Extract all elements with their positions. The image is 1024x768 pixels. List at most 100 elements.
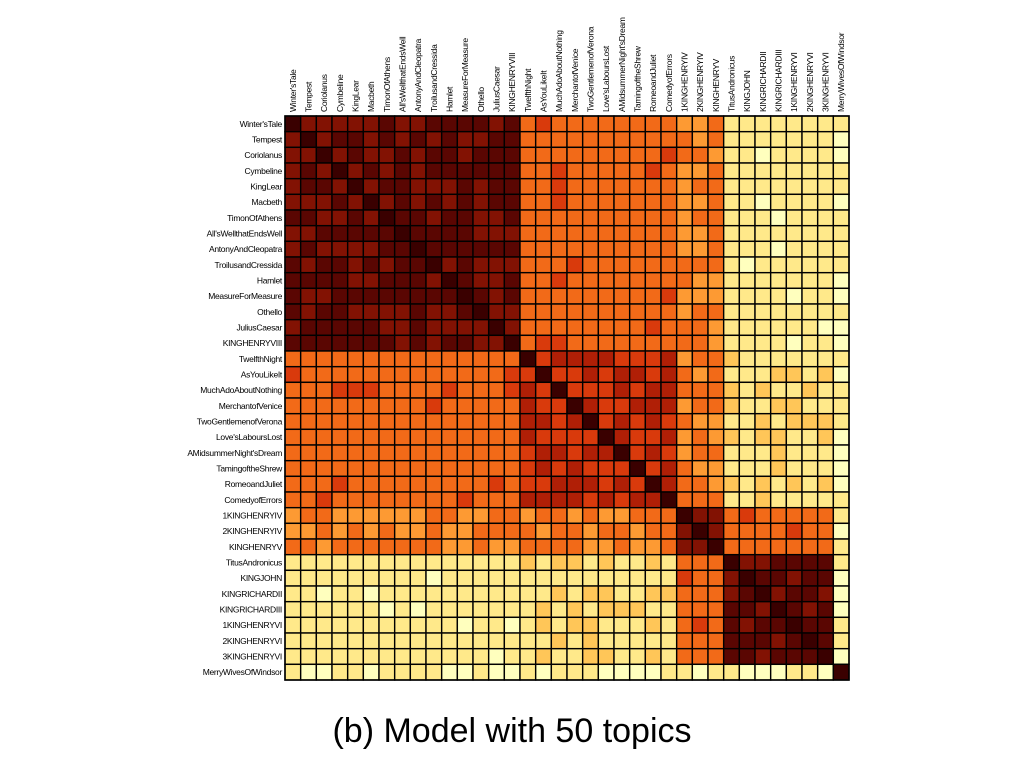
heatmap-cell [566,365,584,384]
heatmap-cell [675,553,694,572]
heatmap-cell [315,193,333,211]
heatmap-cell [472,632,490,650]
heatmap-cell [284,522,302,540]
heatmap-cell [832,115,850,133]
heatmap-cell [487,600,506,619]
heatmap-cell [346,162,365,180]
heatmap-cell [628,350,647,368]
heatmap-cell [550,381,568,399]
heatmap-cell [597,162,615,180]
heatmap-cell [769,256,788,274]
heatmap-cell [832,350,850,368]
heatmap-cell [597,412,615,431]
heatmap-cell [487,538,506,556]
heatmap-cell [362,287,380,305]
row-label: RomeoandJuliet [225,479,283,489]
heatmap-cell [785,459,803,478]
heatmap-cell [472,459,490,478]
heatmap-cell [613,397,631,415]
heatmap-cell [503,162,521,180]
heatmap-cell [456,553,474,572]
heatmap-cell [440,365,459,384]
heatmap-cell [613,506,631,525]
heatmap-cell [534,585,553,603]
heatmap-cell [754,130,772,149]
heatmap-cell [769,115,788,133]
heatmap-cell [393,240,412,258]
heatmap-cell [801,240,819,258]
heatmap-cell [519,412,537,431]
heatmap-cell [707,397,725,415]
heatmap-cell [315,428,333,446]
heatmap-cell [409,350,427,368]
heatmap-cell [816,146,835,164]
heatmap-cell [722,428,741,446]
heatmap-cell [284,506,302,525]
heatmap-cell [346,600,365,619]
heatmap-cell [409,412,427,431]
heatmap-cell [597,600,615,619]
heatmap-cell [550,647,568,666]
heatmap-cell [284,381,302,399]
heatmap-cell [613,475,631,493]
heatmap-cell [378,616,396,634]
heatmap-cell [816,663,835,681]
heatmap-cell [425,256,443,274]
heatmap-cell [315,115,333,133]
heatmap-cell [550,585,568,603]
heatmap-cell [754,256,772,274]
heatmap-cell [440,522,459,540]
heatmap-cell [550,365,568,384]
heatmap-cell [503,287,521,305]
heatmap-cell [299,130,318,149]
heatmap-cell [378,397,396,415]
heatmap-cell [675,162,694,180]
heatmap-cell [801,193,819,211]
heatmap-cell [440,459,459,478]
heatmap-cell [284,162,302,180]
heatmap-cell [832,130,850,149]
heatmap-cell [722,177,741,196]
row-label: Macbeth [251,197,282,207]
heatmap-cell [456,303,474,321]
heatmap-cell [487,397,506,415]
heatmap-cell [738,553,756,572]
heatmap-cell [769,632,788,650]
heatmap-cell [832,491,850,509]
heatmap-cell [722,538,741,556]
heatmap-cell [801,459,819,478]
heatmap-border [284,115,850,681]
heatmap-cell [769,130,788,149]
heatmap-cell [472,553,490,572]
heatmap-cell [472,397,490,415]
heatmap-cell [425,663,443,681]
heatmap-cell [503,146,521,164]
heatmap-cell [722,146,741,164]
heatmap-cell [315,303,333,321]
heatmap-cell [832,256,850,274]
heatmap-cell [597,146,615,164]
heatmap-cell [315,616,333,634]
column-label: TimonOfAthens [382,57,392,112]
heatmap-cell [644,506,662,525]
heatmap-cell [378,381,396,399]
heatmap-cell [707,506,725,525]
heatmap-cell [503,334,521,352]
heatmap-cell [346,365,365,384]
heatmap-cell [440,146,459,164]
heatmap-cell [299,663,318,681]
heatmap-cell [628,459,647,478]
heatmap-cell [393,193,412,211]
heatmap-cell [675,538,694,556]
heatmap-cell [832,616,850,634]
heatmap-cell [487,146,506,164]
heatmap-cell [472,444,490,462]
heatmap-cell [299,506,318,525]
heatmap-cell [393,569,412,587]
heatmap-cell [456,506,474,525]
heatmap-cell [315,412,333,431]
heatmap-cell [362,553,380,572]
heatmap-cell [597,256,615,274]
row-label: MerchantofVenice [219,401,283,411]
heatmap-cell [691,224,709,243]
